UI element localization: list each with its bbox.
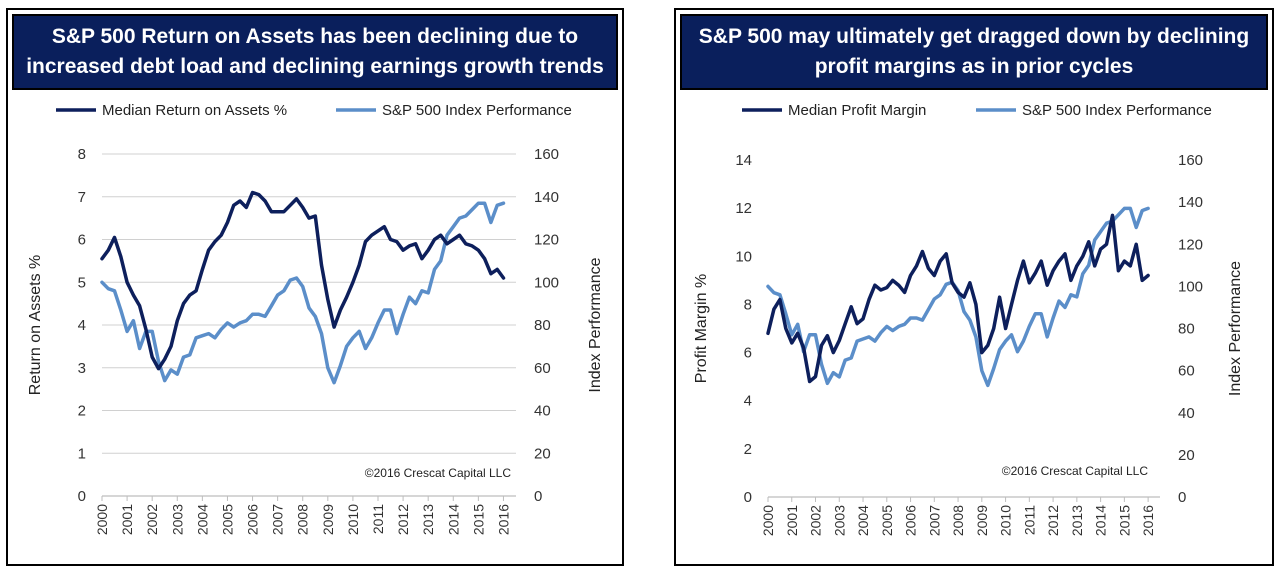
- chart-title: S&P 500 Return on Assets has been declin…: [12, 14, 618, 90]
- x-tick-label: 2007: [926, 505, 942, 536]
- y2-tick-label: 40: [534, 403, 551, 420]
- series-line-primary: [100, 190, 506, 371]
- chart-roa-svg: Median Return on Assets % S&P 500 Index P…: [27, 102, 604, 535]
- y2-tick-label: 0: [1178, 489, 1186, 506]
- y-tick-label: 14: [735, 152, 752, 169]
- y-tick-label: 0: [744, 489, 752, 506]
- x-tick-label: 2003: [169, 504, 185, 535]
- y2-tick-label: 160: [534, 146, 559, 163]
- x-tick-label: 2016: [495, 504, 511, 535]
- x-tick-label: 2001: [119, 504, 135, 535]
- x-tick-label: 2008: [950, 505, 966, 536]
- y2-tick-label: 0: [534, 488, 542, 505]
- y2-tick-label: 100: [1178, 278, 1203, 295]
- y2-tick-label: 160: [1178, 152, 1203, 169]
- y2-tick-label: 80: [1178, 321, 1195, 338]
- legend-label: S&P 500 Index Performance: [382, 102, 572, 119]
- series-line-primary: [766, 213, 1150, 384]
- chart-profit-margin-svg: Median Profit Margin S&P 500 Index Perfor…: [693, 102, 1244, 536]
- x-tick-label: 2008: [295, 504, 311, 535]
- x-tick-label: 2006: [245, 504, 261, 535]
- x-tick-label: 2010: [345, 504, 361, 535]
- y-tick-label: 1: [78, 445, 86, 462]
- y-tick-label: 2: [744, 441, 752, 458]
- chart-panel-profit-margin: S&P 500 may ultimately get dragged down …: [674, 8, 1274, 566]
- chart-title-text: S&P 500 may ultimately get dragged down …: [698, 25, 1250, 78]
- y-tick-label: 6: [744, 345, 752, 362]
- x-tick-label: 2001: [784, 505, 800, 536]
- y-tick-label: 7: [78, 189, 86, 206]
- y-tick-label: 0: [78, 488, 86, 505]
- x-tick-label: 2016: [1140, 505, 1156, 536]
- x-tick-label: 2012: [395, 504, 411, 535]
- x-tick-label: 2012: [1045, 505, 1061, 536]
- y2-tick-label: 80: [534, 317, 551, 334]
- chart-title-text: S&P 500 Return on Assets has been declin…: [26, 25, 604, 78]
- x-tick-label: 2015: [470, 504, 486, 535]
- x-tick-label: 2013: [1069, 505, 1085, 536]
- y2-tick-label: 60: [534, 360, 551, 377]
- y-tick-label: 8: [744, 296, 752, 313]
- x-tick-label: 2004: [855, 505, 871, 536]
- x-tick-label: 2005: [219, 504, 235, 535]
- x-tick-label: 2004: [194, 504, 210, 535]
- x-tick-label: 2000: [760, 505, 776, 536]
- y2-tick-label: 100: [534, 274, 559, 291]
- y2-tick-label: 120: [1178, 236, 1203, 253]
- x-tick-label: 2002: [144, 504, 160, 535]
- legend-label: S&P 500 Index Performance: [1022, 102, 1212, 119]
- series-line-index: [766, 206, 1150, 388]
- y-tick-label: 4: [78, 317, 86, 334]
- y-tick-label: 5: [78, 274, 86, 291]
- chart-title: S&P 500 may ultimately get dragged down …: [680, 14, 1268, 90]
- y2-tick-label: 140: [1178, 194, 1203, 211]
- x-tick-label: 2002: [808, 505, 824, 536]
- x-tick-label: 2011: [370, 504, 386, 534]
- x-tick-label: 2011: [1021, 505, 1037, 535]
- y2-axis-title: Index Performance: [1227, 261, 1244, 396]
- legend-label: Median Return on Assets %: [102, 102, 287, 119]
- y-tick-label: 2: [78, 403, 86, 420]
- x-tick-label: 2015: [1116, 505, 1132, 536]
- x-tick-label: 2006: [903, 505, 919, 536]
- x-tick-label: 2013: [420, 504, 436, 535]
- y2-tick-label: 60: [1178, 363, 1195, 380]
- legend-label: Median Profit Margin: [788, 102, 926, 119]
- y2-tick-label: 140: [534, 189, 559, 206]
- y2-tick-label: 40: [1178, 405, 1195, 422]
- y-tick-label: 12: [735, 200, 752, 217]
- x-tick-label: 2014: [1093, 505, 1109, 536]
- legend: Median Profit Margin S&P 500 Index Perfor…: [742, 102, 1212, 119]
- legend: Median Return on Assets % S&P 500 Index P…: [56, 102, 572, 119]
- y-tick-label: 3: [78, 360, 86, 377]
- x-tick-label: 2014: [445, 504, 461, 535]
- y-tick-label: 6: [78, 232, 86, 249]
- x-tick-label: 2003: [831, 505, 847, 536]
- y-axis-title: Profit Margin %: [693, 274, 710, 383]
- x-tick-label: 2007: [270, 504, 286, 535]
- y2-tick-label: 20: [534, 445, 551, 462]
- x-tick-label: 2009: [320, 504, 336, 535]
- y2-tick-label: 120: [534, 232, 559, 249]
- series-line-index: [100, 201, 506, 385]
- copyright-note: ©2016 Crescat Capital LLC: [365, 466, 512, 480]
- chart-panel-roa: S&P 500 Return on Assets has been declin…: [6, 8, 624, 566]
- y-tick-label: 10: [735, 248, 752, 265]
- x-tick-label: 2009: [974, 505, 990, 536]
- y2-axis-title: Index Performance: [587, 257, 604, 392]
- y-tick-label: 8: [78, 146, 86, 163]
- y2-tick-label: 20: [1178, 447, 1195, 464]
- x-tick-label: 2010: [998, 505, 1014, 536]
- y-tick-label: 4: [744, 393, 752, 410]
- y-axis-title: Return on Assets %: [27, 255, 44, 396]
- copyright-note: ©2016 Crescat Capital LLC: [1002, 464, 1149, 478]
- x-tick-label: 2005: [879, 505, 895, 536]
- x-tick-label: 2000: [94, 504, 110, 535]
